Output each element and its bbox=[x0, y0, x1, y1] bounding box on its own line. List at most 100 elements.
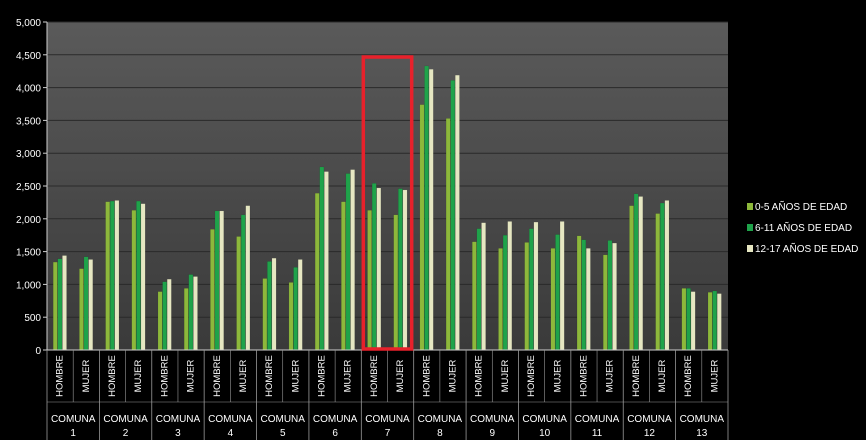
highlight-box bbox=[361, 55, 414, 351]
bar bbox=[57, 258, 63, 351]
bar bbox=[690, 291, 696, 351]
y-tick-label: 0 bbox=[35, 346, 41, 357]
bar bbox=[210, 229, 215, 351]
x-subcategory-label: HOMBRE bbox=[631, 355, 642, 397]
legend-swatch bbox=[747, 245, 753, 252]
x-group-label: COMUNA bbox=[365, 414, 410, 425]
x-subcategory-label: MUJER bbox=[343, 360, 354, 393]
legend-swatch bbox=[747, 203, 753, 210]
bar bbox=[603, 254, 608, 351]
x-group-label: COMUNA bbox=[522, 414, 567, 425]
bar bbox=[393, 214, 399, 351]
legend-label: 0-5 AÑOS DE EDAD bbox=[755, 200, 847, 213]
bar bbox=[162, 281, 167, 351]
x-group-number: 6 bbox=[332, 428, 338, 439]
x-subcategory-label: MUJER bbox=[552, 360, 563, 393]
x-group-number: 1 bbox=[70, 428, 76, 439]
bar bbox=[559, 221, 565, 351]
bar bbox=[376, 187, 382, 351]
bar bbox=[345, 173, 351, 351]
x-subcategory-label: HOMBRE bbox=[526, 355, 537, 397]
bar bbox=[612, 242, 617, 351]
bar bbox=[529, 228, 534, 351]
bar bbox=[524, 242, 530, 351]
bar bbox=[629, 205, 634, 351]
bar bbox=[167, 279, 172, 351]
bar bbox=[660, 202, 665, 351]
bars bbox=[53, 65, 722, 351]
bar bbox=[140, 203, 146, 351]
x-subcategory-label: MUJER bbox=[709, 360, 720, 393]
bar bbox=[607, 240, 613, 351]
bar bbox=[271, 258, 277, 351]
legend: 0-5 AÑOS DE EDAD 6-11 AÑOS DE EDAD 12-17 A… bbox=[747, 200, 858, 255]
bar bbox=[664, 200, 670, 351]
bar bbox=[707, 292, 713, 351]
x-subcategory-label: HOMBRE bbox=[55, 355, 66, 397]
x-group-number: 5 bbox=[280, 428, 286, 439]
bar bbox=[236, 236, 241, 351]
bar bbox=[681, 288, 687, 351]
highlight-rectangle bbox=[361, 55, 414, 351]
bar bbox=[157, 291, 163, 351]
x-group-number: 9 bbox=[489, 428, 495, 439]
bar bbox=[398, 188, 403, 351]
bar bbox=[110, 200, 115, 351]
bar bbox=[314, 193, 320, 351]
bar bbox=[219, 210, 224, 351]
bar bbox=[193, 276, 198, 351]
bar bbox=[550, 248, 556, 351]
y-tick-label: 3,000 bbox=[16, 149, 41, 160]
bar bbox=[633, 193, 639, 351]
y-tick-label: 5,000 bbox=[16, 18, 41, 29]
x-group-number: 8 bbox=[437, 428, 443, 439]
y-axis-tick-labels: 0 500 1,000 1,500 2,000 2,500 3,000 3,500 4,000 4… bbox=[16, 18, 47, 357]
bar bbox=[341, 201, 346, 351]
bar bbox=[476, 228, 482, 351]
x-group-number: 13 bbox=[696, 428, 708, 439]
x-subcategory-label: MUJER bbox=[605, 360, 616, 393]
x-group-label: COMUNA bbox=[156, 414, 201, 425]
x-group-label: COMUNA bbox=[418, 414, 463, 425]
bar bbox=[428, 69, 434, 351]
x-subcategory-label: HOMBRE bbox=[317, 355, 328, 397]
bar bbox=[293, 267, 298, 351]
bar bbox=[533, 221, 539, 351]
bar bbox=[184, 288, 189, 351]
bar bbox=[297, 259, 303, 351]
bar bbox=[88, 259, 93, 351]
bar bbox=[371, 183, 377, 351]
x-group-label: COMUNA bbox=[470, 414, 515, 425]
x-subcategory-label: MUJER bbox=[81, 360, 92, 393]
legend-label: 6-11 AÑOS DE EDAD bbox=[755, 221, 852, 234]
bar bbox=[267, 261, 272, 351]
bar bbox=[686, 288, 691, 351]
bar bbox=[83, 256, 89, 351]
bar bbox=[188, 274, 194, 351]
bar bbox=[450, 80, 456, 351]
x-group-label: COMUNA bbox=[103, 414, 148, 425]
bar bbox=[136, 200, 141, 351]
y-tick-label: 4,500 bbox=[16, 51, 41, 62]
bar bbox=[62, 255, 67, 351]
bar bbox=[114, 200, 120, 351]
bar bbox=[424, 65, 429, 351]
bar bbox=[555, 234, 560, 351]
bar bbox=[472, 241, 477, 351]
bar bbox=[481, 222, 486, 351]
x-group-number: 10 bbox=[539, 428, 551, 439]
x-group-number: 3 bbox=[175, 428, 181, 439]
bar bbox=[324, 171, 329, 351]
bar bbox=[350, 169, 355, 351]
x-subcategory-label: HOMBRE bbox=[683, 355, 694, 397]
bar bbox=[105, 201, 110, 351]
x-axis-labels: HOMBRE MUJER COMUNA 1 HOMBRE MUJER COMUNA 2 HOMB… bbox=[46, 350, 729, 440]
x-group-number: 4 bbox=[228, 428, 234, 439]
x-group-label: COMUNA bbox=[575, 414, 620, 425]
bar bbox=[288, 282, 294, 351]
x-group-label: COMUNA bbox=[51, 414, 96, 425]
bar bbox=[245, 205, 251, 351]
x-subcategory-label: HOMBRE bbox=[369, 355, 380, 397]
x-subcategory-label: MUJER bbox=[657, 360, 668, 393]
x-group-label: COMUNA bbox=[208, 414, 253, 425]
